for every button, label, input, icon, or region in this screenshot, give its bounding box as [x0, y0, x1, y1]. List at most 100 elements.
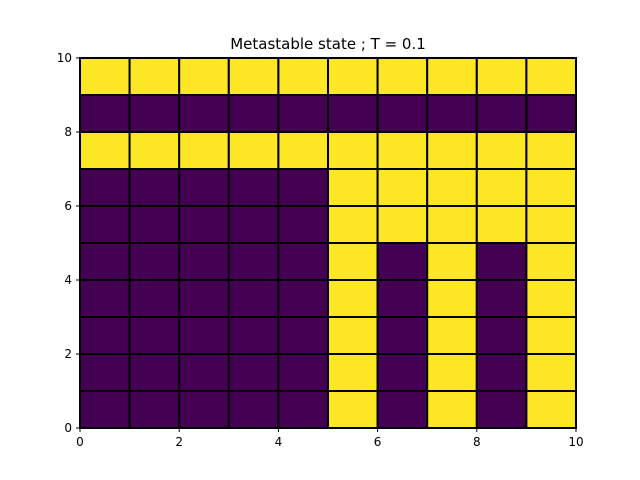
- heatmap-cell: [376, 316, 429, 355]
- heatmap-cell: [227, 205, 280, 244]
- heatmap-cell: [327, 316, 379, 355]
- heatmap-cell: [128, 242, 181, 281]
- y-axis: 0 2 4 6 8 10: [57, 51, 80, 435]
- heatmap-cell: [475, 316, 528, 355]
- heatmap-cell: [525, 57, 578, 96]
- heatmap-cell: [227, 94, 280, 133]
- heatmap-cell: [426, 168, 478, 207]
- x-tick-label: 0: [76, 435, 84, 449]
- heatmap-cell: [178, 57, 230, 96]
- y-tick-label: 0: [64, 421, 72, 435]
- heatmap-cell: [79, 94, 131, 133]
- heatmap-cell: [475, 94, 528, 133]
- heatmap-cell: [178, 390, 230, 429]
- heatmap-cell: [475, 390, 528, 429]
- heatmap-cell: [277, 168, 329, 207]
- heatmap-cell: [426, 57, 478, 96]
- x-tick-label: 2: [175, 435, 183, 449]
- heatmap-cell: [227, 279, 280, 318]
- heatmap-cell: [327, 205, 379, 244]
- heatmap-cell: [475, 57, 528, 96]
- heatmap-cell: [79, 316, 131, 355]
- y-tick-label: 2: [64, 347, 72, 361]
- heatmap-cell: [128, 390, 181, 429]
- heatmap-cell: [79, 390, 131, 429]
- x-tick-label: 8: [473, 435, 481, 449]
- heatmap-cell: [525, 131, 578, 170]
- heatmap-cell: [227, 242, 280, 281]
- heatmap-cell: [525, 242, 578, 281]
- heatmap-cell: [128, 94, 181, 133]
- heatmap-cell: [426, 353, 478, 392]
- heatmap-cell: [128, 131, 181, 170]
- heatmap-cell: [376, 57, 429, 96]
- heatmap-cell: [277, 353, 329, 392]
- x-tick-label: 6: [374, 435, 382, 449]
- heatmap-cell: [475, 205, 528, 244]
- heatmap-cell: [178, 353, 230, 392]
- heatmap-cell: [128, 279, 181, 318]
- heatmap-cell: [128, 168, 181, 207]
- heatmap-cell: [426, 94, 478, 133]
- heatmap-cell: [128, 353, 181, 392]
- heatmap-cell: [426, 205, 478, 244]
- heatmap-cell: [277, 57, 329, 96]
- heatmap-cell: [79, 168, 131, 207]
- heatmap-cell: [426, 316, 478, 355]
- heatmap-cell: [475, 131, 528, 170]
- heatmap-cell: [327, 242, 379, 281]
- heatmap-cell: [525, 205, 578, 244]
- heatmap-cell: [327, 279, 379, 318]
- heatmap-cell: [178, 94, 230, 133]
- heatmap-cell: [79, 205, 131, 244]
- x-axis: 0 2 4 6 8 10: [76, 428, 584, 449]
- y-tick-label: 4: [64, 273, 72, 287]
- heatmap-cell: [327, 57, 379, 96]
- y-tick-label: 6: [64, 199, 72, 213]
- heatmap-cell: [178, 279, 230, 318]
- heatmap-cell: [376, 279, 429, 318]
- heatmap-cell: [426, 279, 478, 318]
- heatmap-cell: [277, 279, 329, 318]
- heatmap-cells: [79, 57, 578, 429]
- heatmap-cell: [79, 242, 131, 281]
- heatmap-cell: [376, 168, 429, 207]
- heatmap-cell: [277, 131, 329, 170]
- heatmap-cell: [376, 390, 429, 429]
- heatmap-cell: [128, 205, 181, 244]
- heatmap-cell: [525, 168, 578, 207]
- y-tick-label: 10: [57, 51, 72, 65]
- heatmap-cell: [79, 353, 131, 392]
- heatmap-cell: [79, 57, 131, 96]
- heatmap-cell: [79, 279, 131, 318]
- heatmap-cell: [525, 390, 578, 429]
- heatmap-cell: [376, 353, 429, 392]
- heatmap-cell: [376, 242, 429, 281]
- heatmap-cell: [128, 57, 181, 96]
- heatmap-cell: [327, 390, 379, 429]
- heatmap-cell: [376, 131, 429, 170]
- heatmap-cell: [525, 316, 578, 355]
- heatmap-cell: [426, 390, 478, 429]
- heatmap-cell: [327, 168, 379, 207]
- heatmap-cell: [426, 242, 478, 281]
- heatmap-cell: [227, 57, 280, 96]
- heatmap-cell: [426, 131, 478, 170]
- heatmap-cell: [525, 94, 578, 133]
- heatmap-cell: [227, 353, 280, 392]
- heatmap-cell: [475, 168, 528, 207]
- heatmap-cell: [277, 205, 329, 244]
- heatmap-cell: [178, 205, 230, 244]
- heatmap-cell: [525, 279, 578, 318]
- heatmap-cell: [277, 242, 329, 281]
- heatmap-cell: [475, 242, 528, 281]
- heatmap-cell: [277, 390, 329, 429]
- x-tick-label: 10: [568, 435, 583, 449]
- heatmap-cell: [525, 353, 578, 392]
- heatmap-cell: [227, 390, 280, 429]
- heatmap-cell: [178, 168, 230, 207]
- heatmap-cell: [327, 353, 379, 392]
- heatmap-cell: [128, 316, 181, 355]
- heatmap-cell: [79, 131, 131, 170]
